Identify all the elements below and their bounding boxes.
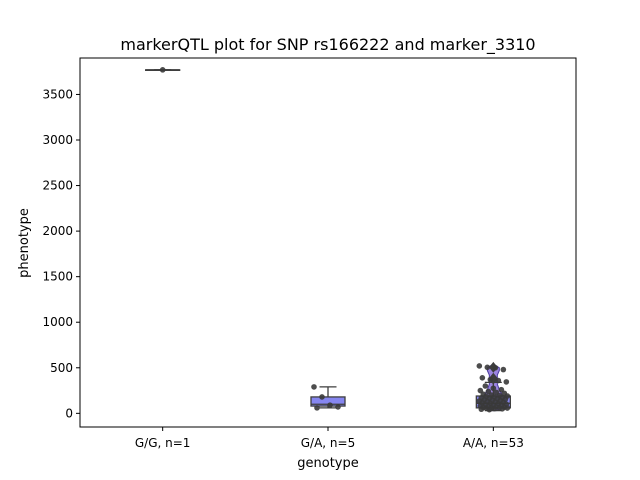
data-point <box>500 366 507 373</box>
data-point <box>499 405 506 412</box>
y-tick-label: 2500 <box>42 179 73 193</box>
data-point <box>476 363 483 369</box>
x-axis: G/G, n=1 G/A, n=5 A/A, n=53 <box>135 427 524 450</box>
y-tick-label: 3000 <box>42 133 73 147</box>
y-tick-label: 500 <box>50 361 73 375</box>
data-point <box>311 384 317 390</box>
y-tick-label: 3500 <box>42 87 73 101</box>
y-axis: 0 500 1000 1500 2000 2500 3000 3500 <box>42 87 80 420</box>
y-tick-label: 2000 <box>42 224 73 238</box>
y-axis-label: phenotype <box>17 208 32 278</box>
data-point <box>495 377 502 384</box>
x-tick-label: G/A, n=5 <box>301 436 355 450</box>
data-point <box>327 402 333 408</box>
data-point <box>484 364 491 371</box>
x-tick-label: G/G, n=1 <box>135 436 191 450</box>
data-point <box>503 379 510 385</box>
data-point <box>479 375 486 381</box>
x-tick-label: A/A, n=53 <box>463 436 524 450</box>
y-tick-label: 1500 <box>42 270 73 284</box>
x-axis-label: genotype <box>297 456 358 471</box>
data-point <box>487 376 494 383</box>
chart-title: markerQTL plot for SNP rs166222 and mark… <box>120 35 535 55</box>
data-point <box>492 364 499 371</box>
data-point <box>335 404 341 410</box>
data-point <box>478 406 485 413</box>
plot-area <box>145 67 511 413</box>
data-point <box>319 394 325 400</box>
y-tick-label: 1000 <box>42 315 73 329</box>
data-point <box>482 383 489 389</box>
data-point <box>159 67 166 73</box>
data-point <box>490 385 497 392</box>
data-point <box>491 405 498 412</box>
y-tick-label: 0 <box>65 406 73 420</box>
data-point <box>314 405 320 411</box>
data-point <box>486 406 493 413</box>
data-point <box>504 405 511 411</box>
